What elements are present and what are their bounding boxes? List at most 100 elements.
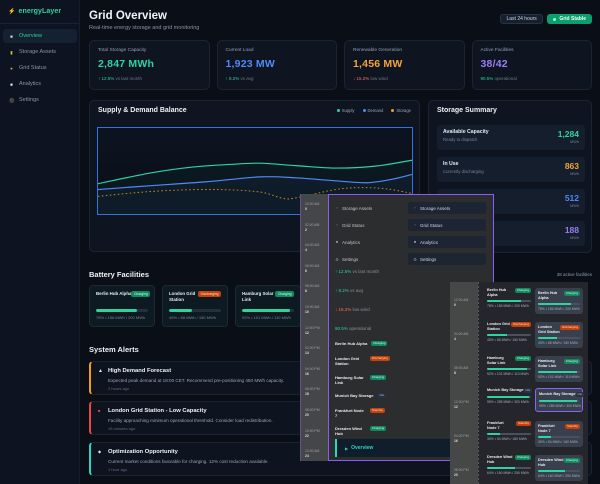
tick-value: 0 [305, 207, 307, 211]
axis-tick-label: 10:00 AM 10 [305, 305, 329, 314]
status-badge: Standby [564, 424, 580, 429]
ghost-facility-frankfurt: Frankfurt Node 7 Standby [335, 408, 386, 418]
sidebar-item-analytics[interactable]: ■ Analytics [3, 77, 77, 91]
lightning-bolt-icon: ⚡ [8, 8, 16, 15]
ghost-menu-item-storage-assets[interactable]: › Storage Assets [335, 206, 408, 211]
status-badge: Charging [563, 458, 580, 463]
facility-name: Frankfurt Node 7 [487, 421, 504, 430]
header-actions: Last 24 hours Grid Stable [500, 14, 592, 24]
chevron-icon: › [336, 223, 338, 227]
play-icon: ▶ [345, 445, 349, 451]
ghost-facility-dresden: Dresden Wind Hub Charging [335, 426, 387, 436]
sidebar-item-label: Settings [19, 97, 39, 103]
ghost-menu-button-storage-assets[interactable]: › Storage Assets [408, 202, 486, 214]
facility-row-head: Hamburg Solar Link Charging [487, 356, 531, 365]
facility-detail: 78% • 156 MWh / 200 MWh [487, 303, 529, 308]
tick-time: 06:00 PM [305, 387, 320, 392]
sidebar-item-grid-status[interactable]: ● Grid Status [3, 61, 77, 75]
capacity-bar [538, 302, 580, 305]
battery-card-hamburg[interactable]: Hamburg Solar Link Charging 92% • 101 MW… [235, 285, 301, 327]
grid-status-button[interactable]: Grid Stable [547, 14, 592, 24]
time-range-button[interactable]: Last 24 hours [500, 14, 544, 24]
status-badge: Discharging [511, 322, 531, 327]
stat-card-storage-capacity: Total Storage Capacity 2,847 MWh ↑ 12.5%… [89, 40, 210, 90]
supply-demand-chart-panel: Supply & Demand Balance Supply Demand St… [89, 100, 420, 252]
capacity-bar [487, 466, 531, 469]
ghost-menu-item-analytics[interactable]: ■ Analytics [335, 240, 408, 245]
facility-row-head: London Grid Station Discharging [487, 322, 531, 331]
axis-tick-label: 04:00 AM 4 [454, 332, 478, 341]
ghost-metric-note: vs last month [352, 269, 380, 274]
ghost-menu-label: Grid Status [420, 222, 443, 228]
facility-detail: 64% • 160 MWh / 250 MWh [487, 470, 529, 475]
ghost-menu-label: Settings [420, 256, 437, 262]
stat-delta-note: vs last month [115, 76, 143, 81]
sidebar-item-settings[interactable]: ⚫ Settings [3, 93, 77, 107]
ghost-menu-button-settings[interactable]: ⚙ Settings [408, 253, 486, 265]
ghost-facility-row[interactable]: London Grid Station Discharging 45% • 68 M… [535, 322, 583, 348]
sidebar-item-overview[interactable]: ■ Overview [3, 29, 77, 43]
ghost-metric-delta: ↑ 8.2% [335, 288, 349, 293]
status-badge: Charging [370, 375, 387, 380]
sidebar-item-storage-assets[interactable]: ▮ Storage Assets [3, 45, 77, 59]
ghost-panel-b: 12:00 AM 0 04:00 AM 4 08:00 AM 8 12:00 PM 12 04:… [450, 282, 588, 484]
tick-value: 12 [454, 405, 458, 409]
axis-tick-label: 12:00 AM 0 [305, 202, 329, 211]
chart-plot-area[interactable] [97, 127, 413, 215]
tick-time: 08:00 AM [305, 284, 320, 289]
facility-row-head: Munich Bay Storage Idle [539, 392, 585, 397]
analytics-icon: ■ [10, 81, 13, 87]
chevron-icon: › [414, 223, 416, 227]
battery-card-berlin[interactable]: Berlin Hub Alpha Charging 78% • 156 MWh … [89, 285, 155, 327]
tick-time: 12:00 AM [305, 449, 320, 454]
ghost-overview-button[interactable]: ▶ Overview [335, 439, 487, 457]
stat-value: 38/42 [480, 58, 508, 70]
stat-card-active-facilities: Active Facilities 38/42 90.5% operationa… [471, 40, 592, 90]
ghost-menu-button-grid-status[interactable]: › Grid Status [408, 219, 486, 231]
alert-dot-icon: ■ [98, 408, 101, 413]
battery-detail: 45% • 68 MWh / 150 MWh [169, 315, 216, 320]
status-badge: Charging [370, 426, 387, 431]
battery-card-london[interactable]: London Grid Station Discharging 45% • 68… [162, 285, 228, 327]
page-subtitle: Real-time energy storage and grid monito… [89, 25, 200, 31]
capacity-bar [538, 469, 580, 472]
legend-supply: Supply [336, 108, 355, 113]
facility-detail: 92% • 101 MWh / 110 MWh [487, 371, 529, 376]
facility-detail: 95% • 285 MWh / 300 MWh [487, 399, 529, 404]
facility-detail: 45% • 68 MWh / 150 MWh [487, 337, 527, 342]
storage-row-value: 863 [564, 161, 579, 171]
facility-name: Frankfurt Node 7 [335, 408, 364, 418]
capacity-bar [487, 299, 531, 302]
facility-detail: 95% • 285 MWh / 300 MWh [539, 403, 581, 408]
ghost-menu-item-grid-status[interactable]: › Grid Status [335, 223, 408, 228]
facility-detail: 78% • 156 MWh / 200 MWh [538, 306, 580, 311]
ghost-menu-row: › Storage Assets › Storage Assets [335, 202, 486, 214]
tick-value: 18 [305, 392, 309, 397]
facility-row-head: Munich Bay Storage Idle [487, 388, 533, 393]
ghost-facility-row[interactable]: Munich Bay Storage Idle 95% • 285 MWh / 30… [535, 388, 585, 412]
battery-facilities-title: Battery Facilities [89, 270, 150, 279]
facility-row-head: Frankfurt Node 7 Standby [538, 424, 580, 433]
axis-tick-label: 12:00 AM 24 [305, 449, 329, 458]
ghost-facility-london: London Grid Station Discharging [335, 356, 390, 366]
alert-time: 15 minutes ago [108, 426, 136, 431]
ghost-panel-a-tick-strip: 12:00 AM 0 02:00 AM 2 04:00 AM 4 06:00 AM 6 08:0… [300, 194, 328, 461]
capacity-bar-fill [242, 309, 290, 312]
storage-row-unit: MWh [570, 236, 579, 240]
dashed-divider [478, 282, 479, 484]
ghost-menu-button-analytics[interactable]: ■ Analytics [408, 236, 486, 248]
axis-tick-label: 08:00 AM 8 [305, 284, 329, 293]
sidebar: ⚡ energyLayer ■ Overview ▮ Storage Asset… [0, 0, 80, 484]
storage-row-available: Available Capacity Ready to dispatch 1,2… [437, 125, 585, 150]
ghost-metric-note: vs avg [350, 288, 364, 293]
ghost-facility-row[interactable]: Berlin Hub Alpha Charging 78% • 156 MWh / … [535, 288, 583, 314]
gear-icon: ⚙ [335, 257, 339, 262]
ghost-metric-operational: 90.5% operational [335, 326, 371, 331]
capacity-bar [539, 399, 579, 402]
ghost-facility-row[interactable]: Hamburg Solar Link Charging 92% • 101 MWh … [535, 356, 583, 382]
ghost-facility-row[interactable]: Dresden Wind Hub Charging 64% • 160 MWh / … [535, 455, 583, 481]
tick-time: 02:00 PM [305, 346, 320, 351]
ghost-facility-row[interactable]: Frankfurt Node 7 Standby 30% • 54 MWh / 18… [535, 421, 583, 447]
capacity-bar-fill [487, 466, 516, 469]
ghost-menu-item-settings[interactable]: ⚙ Settings [335, 257, 408, 262]
